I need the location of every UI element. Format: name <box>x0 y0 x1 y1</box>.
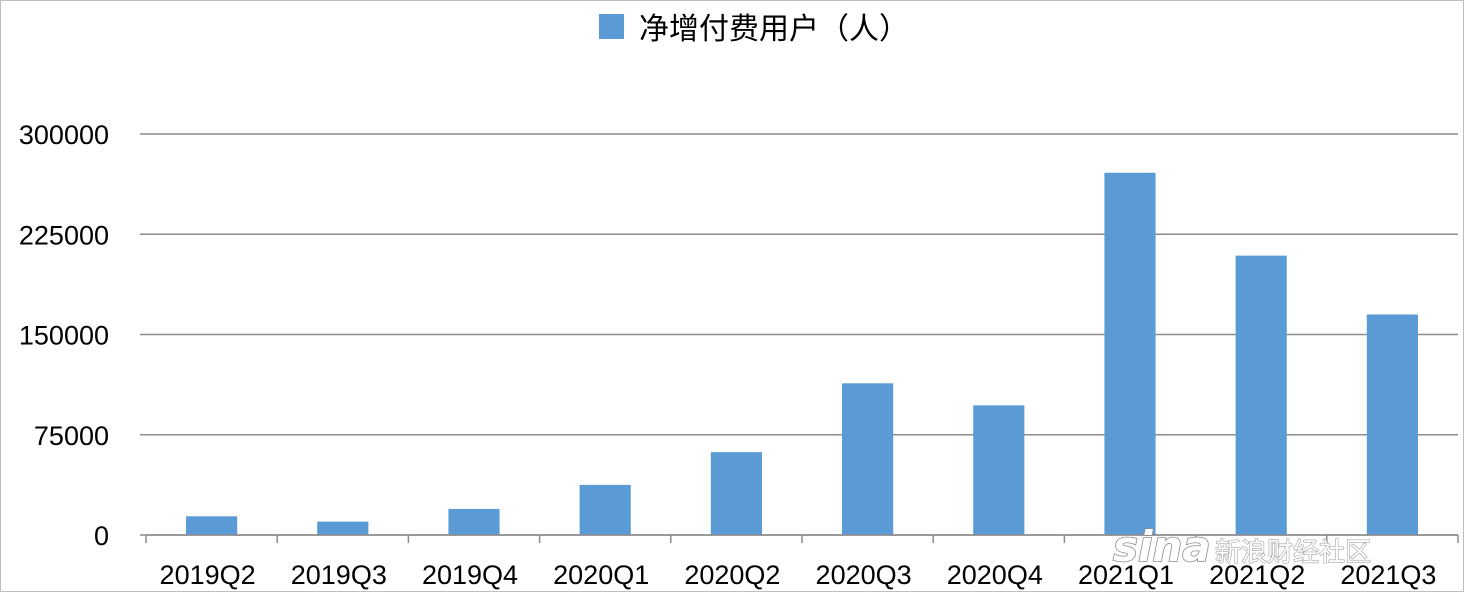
x-tick-label: 2021Q2 <box>1209 560 1305 590</box>
bar-2020q2 <box>710 452 762 535</box>
y-tick-label: 0 <box>94 521 109 551</box>
bar-2020q4 <box>973 405 1025 535</box>
sina-logo: sina <box>1113 522 1211 571</box>
x-tick-label: 2021Q1 <box>1078 560 1174 590</box>
bar-2020q1 <box>579 484 631 535</box>
y-tick-label: 300000 <box>19 120 109 150</box>
sina-watermark: sina 新浪财经社区 <box>1112 521 1371 572</box>
x-tick-label: 2020Q3 <box>816 560 912 590</box>
bars <box>186 172 1418 536</box>
legend: 净增付费用户（人） <box>599 12 909 47</box>
watermark-text: 新浪财经社区 <box>1215 538 1371 568</box>
bar-2019q3 <box>317 521 369 535</box>
bar-2020q3 <box>842 383 894 535</box>
x-tick-label: 2020Q4 <box>947 560 1043 590</box>
x-tick-label: 2019Q2 <box>160 560 256 590</box>
bar-2021q2 <box>1235 255 1287 536</box>
legend-swatch <box>599 14 624 39</box>
bar-2021q1 <box>1104 172 1156 535</box>
y-tick-label: 150000 <box>19 321 109 351</box>
x-tick-label: 2020Q1 <box>553 560 649 590</box>
y-tick-label: 225000 <box>19 220 109 250</box>
y-axis-tick-labels: 300000 225000 150000 75000 0 <box>19 120 109 551</box>
bar-2021q3 <box>1366 314 1418 535</box>
x-tick-label: 2021Q3 <box>1340 560 1436 590</box>
x-axis-tick-labels: 2019Q2 2019Q3 2019Q4 2020Q1 2020Q2 2020Q3 2020… <box>160 560 1437 590</box>
x-tick-label: 2019Q4 <box>422 560 518 590</box>
x-axis <box>145 534 1459 543</box>
y-tick-label: 75000 <box>34 421 109 451</box>
bar-2019q2 <box>186 516 238 535</box>
x-tick-label: 2019Q3 <box>291 560 387 590</box>
bar-2019q4 <box>448 508 500 535</box>
x-tick-label: 2020Q2 <box>684 560 780 590</box>
legend-label: 净增付费用户（人） <box>639 12 909 47</box>
